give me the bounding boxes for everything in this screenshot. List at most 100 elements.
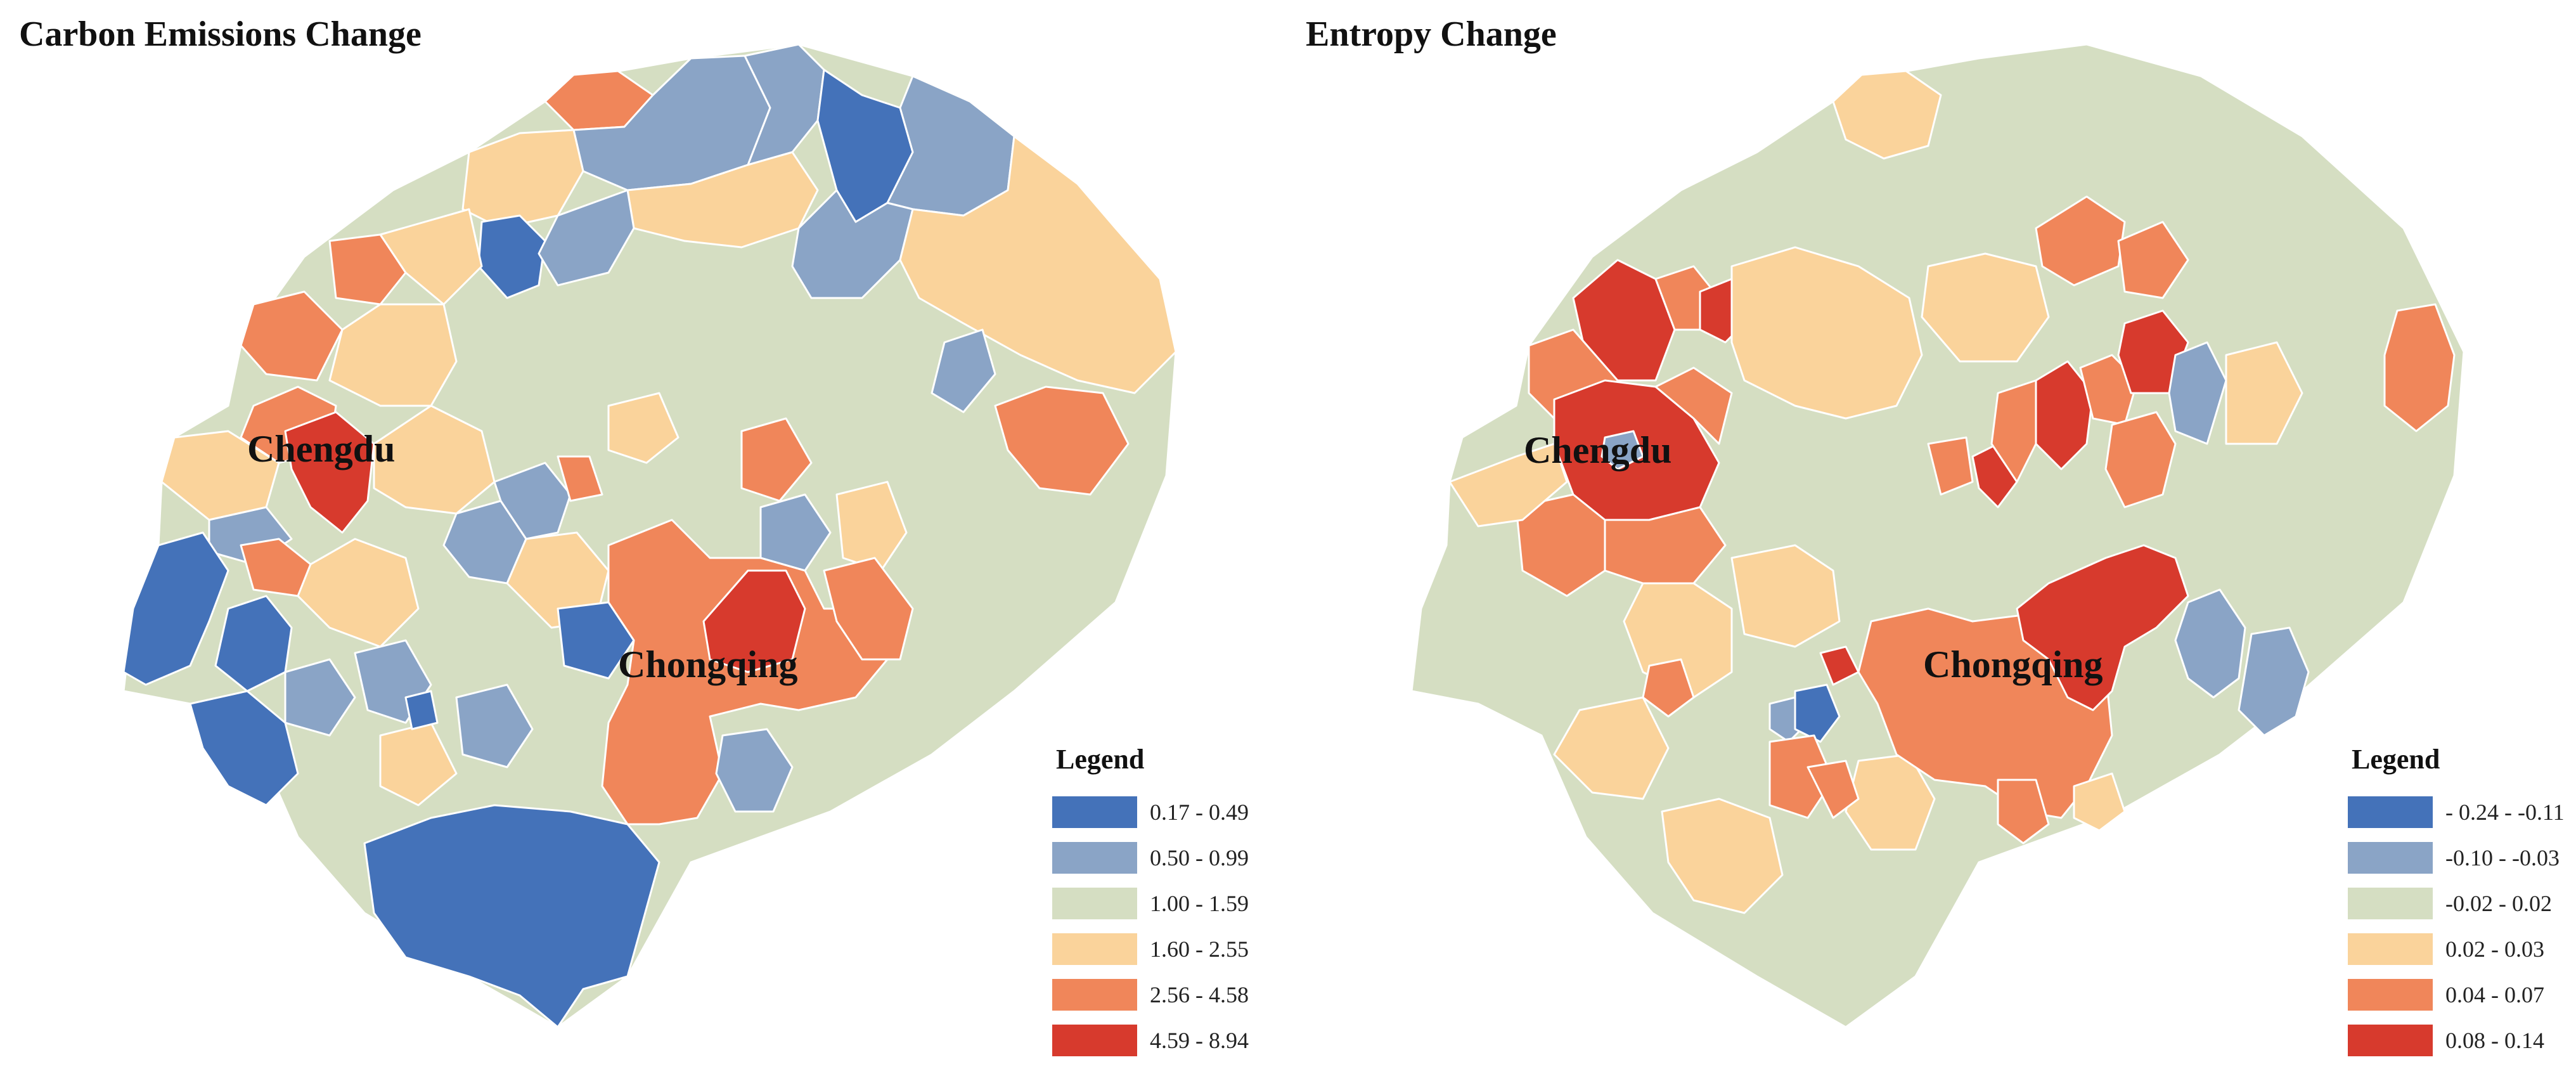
legend-label: 0.04 - 0.07 <box>2445 982 2544 1007</box>
carbon-region <box>455 683 534 768</box>
legend-label: 4.59 - 8.94 <box>1150 1028 1249 1053</box>
carbon-region <box>702 569 806 673</box>
carbon-region <box>284 411 375 534</box>
legend-swatch <box>1052 979 1137 1011</box>
legend-label: 0.02 - 0.03 <box>2445 936 2544 962</box>
entropy-region <box>1997 779 2050 845</box>
legend-swatch <box>2348 796 2433 828</box>
carbon-region <box>404 690 439 730</box>
carbon-region <box>379 208 483 306</box>
legend-swatch <box>1052 842 1137 874</box>
entropy-region <box>2238 626 2310 737</box>
entropy-map-panel: Entropy Change <box>1288 0 2576 1081</box>
entropy-region <box>1921 252 2050 363</box>
legend-label: 2.56 - 4.58 <box>1150 982 1249 1007</box>
legend-label: - 0.24 - -0.11 <box>2445 799 2565 825</box>
legend-swatch <box>1052 933 1137 965</box>
entropy-region <box>2225 341 2303 445</box>
entropy-region <box>2383 303 2456 432</box>
chongqing-label: Chongqing <box>618 644 797 685</box>
legend-item: 0.08 - 0.14 <box>2348 1018 2565 1063</box>
legend-swatch <box>2348 842 2433 874</box>
carbon-map-title: Carbon Emissions Change <box>19 15 422 54</box>
carbon-region <box>931 328 996 413</box>
entropy-region <box>1990 379 2037 483</box>
entropy-map-title: Entropy Change <box>1306 15 1557 54</box>
carbon-map: Chengdu Chongqing <box>122 43 1177 1028</box>
legend-swatch <box>1052 796 1137 828</box>
legend-swatch <box>2348 933 2433 965</box>
legend-label: -0.02 - 0.02 <box>2445 891 2552 916</box>
carbon-region <box>607 392 679 464</box>
entropy-region <box>1832 70 1942 160</box>
carbon-region <box>626 151 819 249</box>
entropy-region <box>1730 544 1841 648</box>
entropy-region <box>2174 588 2246 699</box>
chongqing-label: Chongqing <box>1923 644 2103 685</box>
entropy-region <box>1553 696 1670 800</box>
legend-item: 0.50 - 0.99 <box>1052 835 1249 881</box>
carbon-region <box>994 385 1130 496</box>
legend-label: 1.60 - 2.55 <box>1150 936 1249 962</box>
entropy-region <box>1600 430 1644 470</box>
legend-label: 0.50 - 0.99 <box>1150 845 1249 871</box>
entropy-region <box>2168 341 2227 445</box>
legend-item: 1.60 - 2.55 <box>1052 926 1249 972</box>
legend-item: 4.59 - 8.94 <box>1052 1018 1249 1063</box>
carbon-legend: Legend 0.17 - 0.49 0.50 - 0.99 1.00 - 1.… <box>1052 743 1249 1063</box>
legend-item: - 0.24 - -0.11 <box>2348 789 2565 835</box>
carbon-region <box>189 690 299 806</box>
entropy-region <box>2079 354 2139 426</box>
carbon-region <box>328 303 458 407</box>
legend-label: 0.08 - 0.14 <box>2445 1028 2544 1053</box>
entropy-region-group <box>1410 43 2465 1028</box>
carbon-region <box>759 493 832 572</box>
carbon-region <box>601 519 889 825</box>
carbon-region <box>557 455 603 502</box>
carbon-region <box>835 481 908 572</box>
entropy-region <box>2104 411 2177 508</box>
carbon-region <box>122 531 229 686</box>
entropy-region <box>1604 506 1727 585</box>
carbon-region <box>493 462 572 540</box>
entropy-region <box>1794 683 1841 743</box>
carbon-region <box>538 189 635 287</box>
entropy-region <box>1730 246 1923 420</box>
chengdu-label: Chengdu <box>247 428 395 470</box>
entropy-region <box>2016 544 2189 711</box>
chengdu-label: Chengdu <box>1524 429 1671 471</box>
carbon-region <box>715 728 794 813</box>
carbon-region <box>373 405 496 515</box>
entropy-region <box>2073 772 2126 832</box>
legend-title: Legend <box>2352 744 2440 775</box>
carbon-region <box>240 290 344 382</box>
carbon-map-panel: Carbon Emissions Change <box>19 15 1249 1063</box>
entropy-region <box>1654 366 1733 445</box>
carbon-region <box>284 658 356 737</box>
carbon-region <box>740 417 813 502</box>
entropy-region <box>1642 658 1695 718</box>
entropy-region <box>1768 734 1834 819</box>
legend-swatch <box>1052 1025 1137 1056</box>
carbon-region <box>823 557 914 661</box>
legend-swatch <box>2348 888 2433 919</box>
entropy-region <box>1448 443 1568 528</box>
legend-item: 2.56 - 4.58 <box>1052 972 1249 1018</box>
legend-item: -0.02 - 0.02 <box>2348 881 2565 926</box>
entropy-region <box>2117 221 2189 299</box>
carbon-region <box>363 804 660 1028</box>
legend-label: 0.17 - 0.49 <box>1150 799 1249 825</box>
legend-swatch <box>1052 888 1137 919</box>
legend-title: Legend <box>1056 744 1145 775</box>
entropy-region <box>1927 436 1974 496</box>
entropy-map: Chengdu Chongqing <box>1410 43 2465 1028</box>
entropy-legend: Legend - 0.24 - -0.11 -0.10 - -0.03 -0.0… <box>2348 743 2565 1063</box>
entropy-region <box>2035 195 2126 287</box>
entropy-region <box>1806 760 1860 819</box>
carbon-region <box>557 601 635 680</box>
carbon-region-group <box>122 43 1177 1028</box>
legend-item: 0.02 - 0.03 <box>2348 926 2565 972</box>
legend-label: -0.10 - -0.03 <box>2445 845 2560 871</box>
legend-swatch <box>2348 979 2433 1011</box>
carbon-region <box>297 538 420 648</box>
